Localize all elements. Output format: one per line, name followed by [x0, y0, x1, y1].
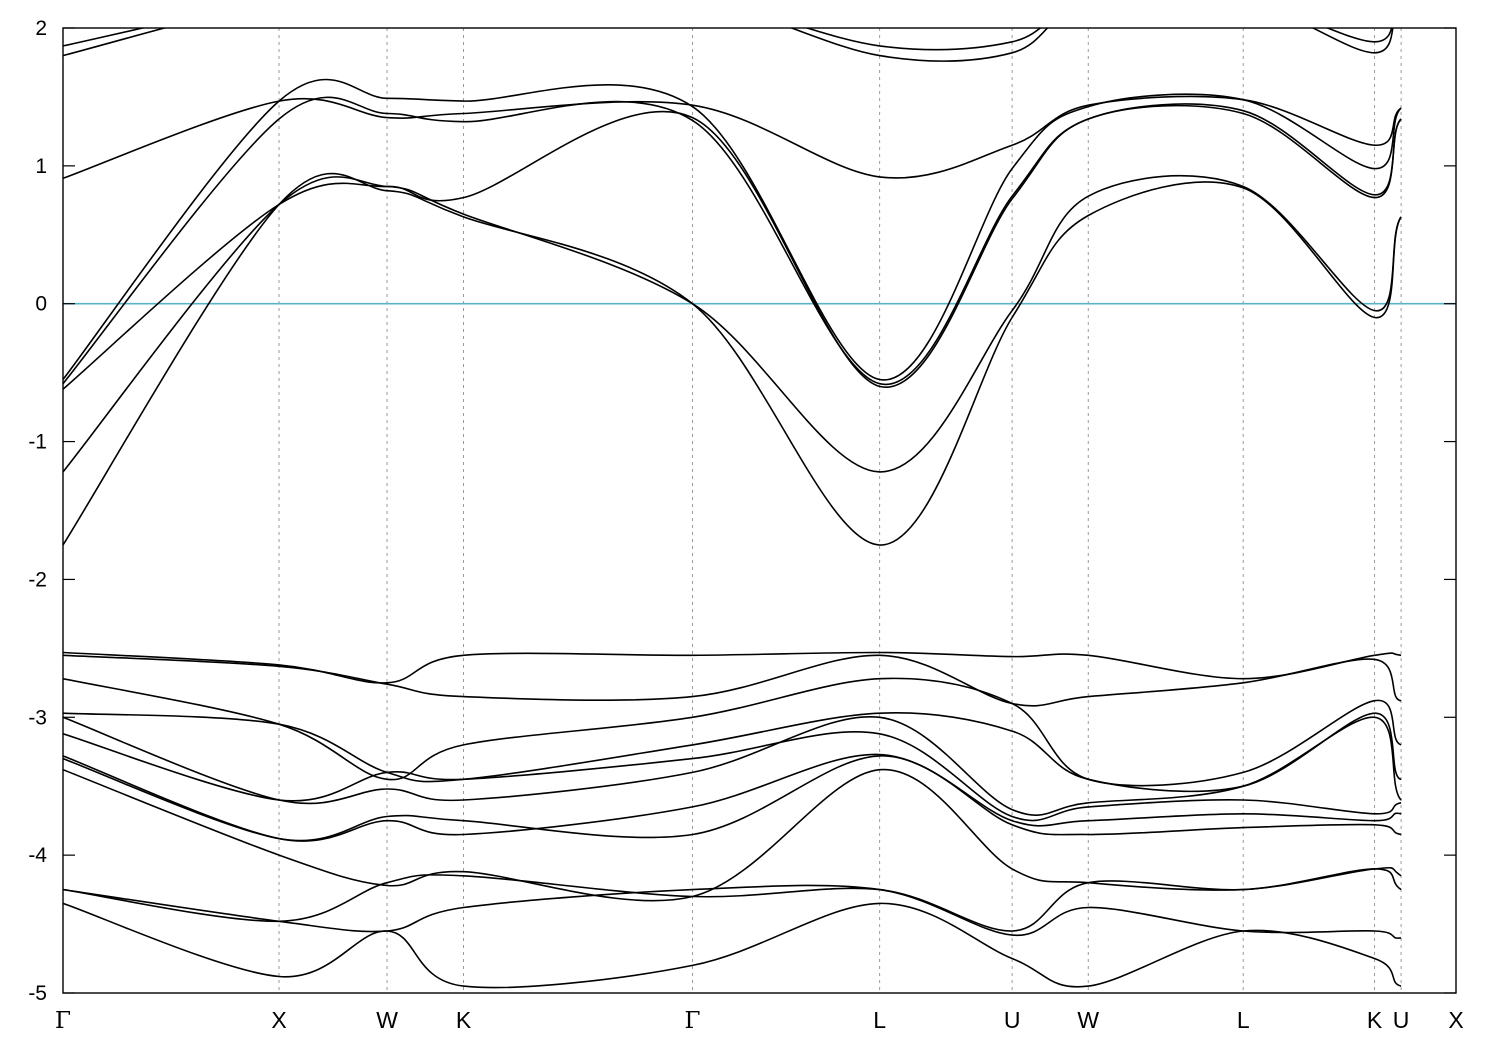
x-tick-label: U	[1004, 1007, 1021, 1033]
x-tick-label: W	[1077, 1007, 1099, 1033]
band-line	[63, 715, 1402, 816]
band-line	[63, 755, 1402, 842]
x-tick-label: K	[456, 1007, 472, 1033]
y-tick-label: 0	[35, 293, 47, 316]
x-tick-label: Γ	[685, 1008, 701, 1034]
x-tick-label: K	[1367, 1007, 1383, 1033]
band-line	[63, 651, 1402, 684]
band-line	[63, 730, 1402, 822]
band-line	[63, 104, 1402, 390]
band-line	[63, 28, 1393, 51]
y-tick-label: -4	[28, 844, 47, 867]
x-tick-label: L	[873, 1007, 886, 1033]
x-tick-label: L	[1237, 1007, 1250, 1033]
band-line	[63, 712, 1402, 793]
x-tick-label: X	[271, 1007, 286, 1033]
band-line	[63, 884, 1402, 939]
x-tick-label: W	[376, 1007, 398, 1033]
x-tick-label: Γ	[55, 1008, 71, 1034]
bands-layer	[63, 28, 1402, 989]
y-tick-label: -3	[28, 706, 47, 729]
y-tick-label: 1	[35, 155, 47, 178]
band-line	[63, 902, 1402, 989]
band-line	[63, 78, 1402, 381]
x-tick-label: U	[1393, 1007, 1410, 1033]
band-line	[63, 868, 1402, 932]
grid-layer	[63, 28, 1456, 993]
band-line	[63, 95, 1402, 180]
y-tick-label: -2	[28, 568, 47, 591]
band-line	[63, 753, 1402, 842]
plot-frame	[62, 27, 1457, 994]
band-line	[63, 654, 1402, 707]
y-tick-label: 2	[35, 17, 47, 40]
band-line	[63, 28, 1394, 62]
band-line	[63, 172, 1402, 546]
y-tick-label: -5	[28, 982, 47, 1005]
y-tick-label: -1	[28, 431, 47, 454]
band-line	[63, 677, 1402, 787]
band-line	[63, 174, 1402, 473]
band-line	[63, 96, 1402, 386]
x-tick-label: X	[1448, 1007, 1463, 1033]
